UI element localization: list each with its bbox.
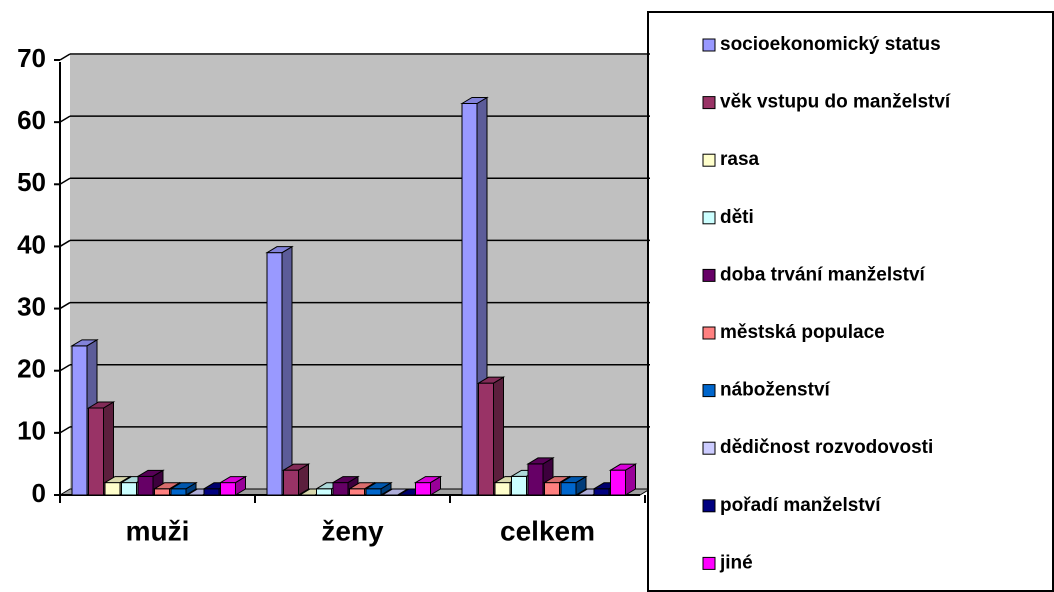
legend-swatch xyxy=(702,268,716,282)
x-tick-label: muži xyxy=(126,515,190,546)
legend-swatch xyxy=(702,38,716,52)
legend-swatch xyxy=(702,96,716,110)
bar xyxy=(332,482,349,496)
bar-top xyxy=(608,463,638,471)
legend-swatch xyxy=(702,499,716,513)
y-tick-label: 60 xyxy=(17,105,46,135)
bar-top xyxy=(331,476,360,484)
grid-line xyxy=(59,239,71,248)
legend-label: doba trvání manželství xyxy=(720,264,926,285)
legend-label: pořadí manželství xyxy=(720,495,881,516)
y-tick-label: 20 xyxy=(17,354,46,384)
bar xyxy=(104,482,121,496)
bar-top xyxy=(169,482,198,490)
grid-line xyxy=(59,115,71,123)
bar-top xyxy=(542,476,572,484)
legend-label: děti xyxy=(720,207,754,228)
y-tick-label: 70 xyxy=(17,43,46,73)
bar-top xyxy=(380,488,410,496)
bar xyxy=(220,482,236,496)
bar xyxy=(154,488,170,496)
bar xyxy=(349,488,365,496)
bar-top xyxy=(218,476,248,484)
bar xyxy=(88,407,104,496)
back-wall xyxy=(70,55,650,489)
legend-label: náboženství xyxy=(720,380,831,401)
y-tick-label: 0 xyxy=(32,478,46,508)
grid-line xyxy=(59,177,71,185)
legend-label: rasa xyxy=(720,149,760,170)
bar-top xyxy=(265,246,294,254)
bar xyxy=(593,488,610,496)
bar-top xyxy=(526,457,555,465)
bar-top xyxy=(476,376,506,384)
legend-label: věk vstupu do manželství xyxy=(720,92,951,113)
bar xyxy=(170,488,187,496)
bar xyxy=(203,488,220,496)
bar-top xyxy=(364,482,393,490)
bar xyxy=(461,103,478,496)
legend-swatch xyxy=(702,153,716,167)
legend-label: městská populace xyxy=(720,322,885,343)
bar-top xyxy=(103,476,132,484)
bar xyxy=(71,345,88,496)
grid-line xyxy=(59,364,71,372)
bar xyxy=(365,488,382,496)
grid-line xyxy=(59,53,71,61)
legend-label: jiné xyxy=(719,552,753,573)
bar-top xyxy=(152,482,182,490)
bar xyxy=(316,488,332,496)
y-tick-label: 30 xyxy=(17,291,46,321)
x-tick-label: ženy xyxy=(321,515,384,546)
bar-top xyxy=(86,401,116,409)
legend-swatch xyxy=(702,556,716,570)
bar-top xyxy=(460,97,489,104)
y-tick-label: 10 xyxy=(17,416,46,446)
y-tick-label: 50 xyxy=(17,167,46,197)
bar-side xyxy=(281,245,293,496)
bar xyxy=(415,482,431,496)
bar xyxy=(560,482,577,496)
bar-side xyxy=(493,376,504,496)
x-tick-label: celkem xyxy=(500,515,595,546)
bar xyxy=(527,463,544,496)
legend-swatch xyxy=(702,326,716,340)
bar xyxy=(544,482,560,496)
bar xyxy=(266,252,283,496)
bar-top xyxy=(281,463,311,471)
grid-line xyxy=(59,301,71,310)
bar xyxy=(121,482,137,496)
legend-swatch xyxy=(702,384,716,398)
bar xyxy=(478,382,494,496)
legend-swatch xyxy=(702,441,716,455)
y-tick-label: 40 xyxy=(17,229,46,259)
grid-line xyxy=(59,426,71,434)
bar xyxy=(137,475,154,496)
bar xyxy=(283,469,299,496)
bar-top xyxy=(559,476,588,484)
legend-label: socioekonomický status xyxy=(720,34,941,55)
bar xyxy=(610,469,626,496)
bar-top xyxy=(347,482,377,490)
bar-top xyxy=(136,469,165,477)
bar xyxy=(494,482,511,496)
bar-top xyxy=(70,339,99,347)
bar xyxy=(511,475,527,496)
legend-label: dědičnost rozvodovosti xyxy=(720,437,933,458)
legend-swatch xyxy=(702,211,716,225)
bar-top xyxy=(413,476,443,484)
